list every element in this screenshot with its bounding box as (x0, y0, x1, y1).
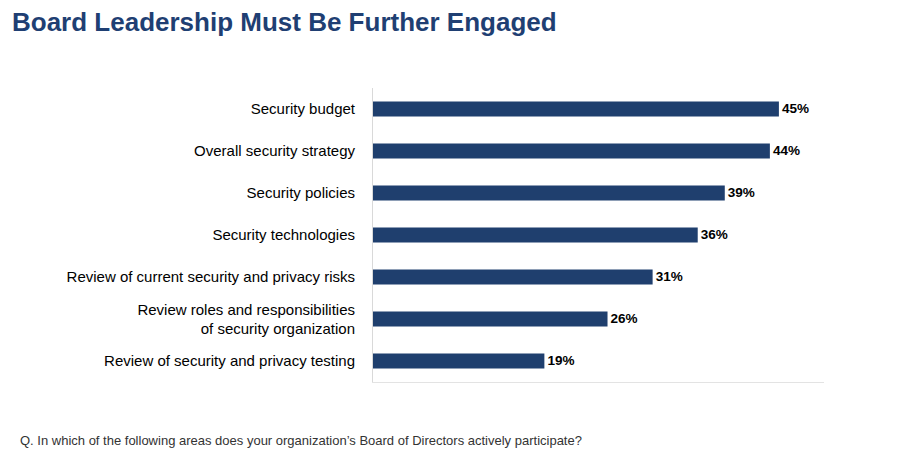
svg-text:Review of current security and: Review of current security and privacy r… (67, 268, 355, 285)
svg-text:44%: 44% (773, 143, 800, 158)
svg-text:Security policies: Security policies (247, 184, 355, 201)
svg-text:45%: 45% (782, 101, 809, 116)
svg-text:36%: 36% (701, 227, 728, 242)
svg-text:39%: 39% (728, 185, 755, 200)
svg-text:Security budget: Security budget (251, 100, 356, 117)
svg-text:Review of security and privacy: Review of security and privacy testing (104, 352, 355, 369)
svg-text:Review roles and responsibilit: Review roles and responsibilitiesof secu… (137, 301, 355, 338)
svg-text:19%: 19% (547, 353, 574, 368)
svg-text:Security technologies: Security technologies (212, 226, 355, 243)
svg-text:26%: 26% (611, 311, 638, 326)
svg-text:Board Leadership Must Be Furth: Board Leadership Must Be Further Engaged (12, 7, 557, 37)
svg-text:31%: 31% (656, 269, 683, 284)
svg-text:Q. In which of the following a: Q. In which of the following areas does … (20, 433, 582, 448)
svg-text:Overall security strategy: Overall security strategy (194, 142, 355, 159)
